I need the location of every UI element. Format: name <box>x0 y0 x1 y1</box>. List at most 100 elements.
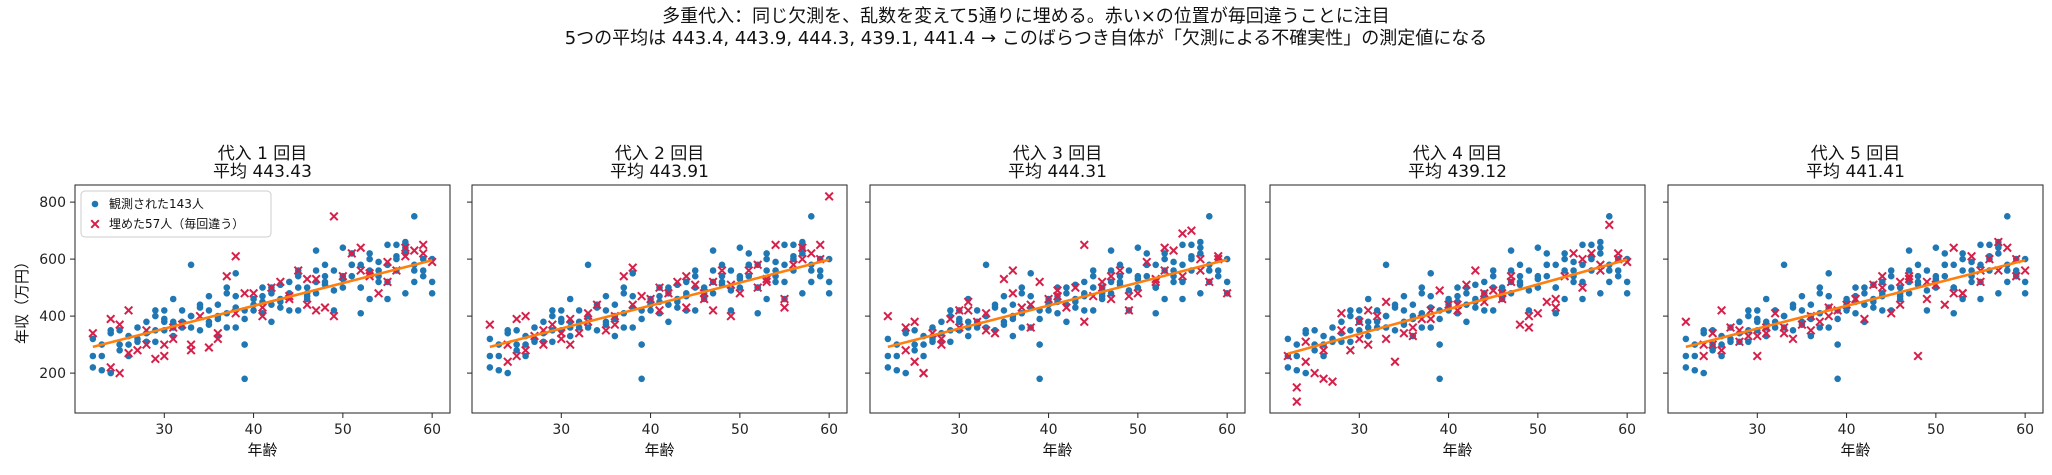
observed-point <box>736 272 744 280</box>
imputed-point <box>963 305 973 315</box>
imputed-point <box>1886 308 1896 318</box>
observed-point <box>1072 304 1079 311</box>
observed-point <box>116 341 123 348</box>
observed-point <box>1825 270 1833 277</box>
x-tick-label: 50 <box>334 422 352 438</box>
observed-point <box>727 287 735 294</box>
observed-point <box>196 301 204 309</box>
imputed-point <box>565 314 575 324</box>
observed-point <box>982 261 990 269</box>
observed-point <box>911 327 918 334</box>
observed-point <box>1098 295 1106 303</box>
imputed-point <box>159 340 169 350</box>
imputed-point <box>910 317 920 327</box>
imputed-point <box>735 288 745 298</box>
imputed-point <box>1177 228 1188 238</box>
imputed-point <box>1079 317 1089 327</box>
observed-point <box>691 267 699 274</box>
observed-point <box>964 318 972 326</box>
observed-point <box>1063 318 1070 326</box>
imputed-point <box>1904 271 1914 281</box>
observed-point <box>321 261 329 269</box>
observed-point <box>1516 272 1524 280</box>
observed-point <box>1302 369 1310 377</box>
observed-point <box>1293 366 1301 374</box>
imputed-point <box>1824 311 1834 321</box>
x-axis-label: 年齢 <box>1442 441 1472 459</box>
observed-point <box>1614 267 1622 274</box>
imputed-point <box>981 325 991 335</box>
imputed-point <box>637 291 647 301</box>
observed-point <box>513 327 520 334</box>
observed-point <box>134 335 141 343</box>
observed-point <box>557 315 565 323</box>
imputed-point <box>1186 226 1196 236</box>
observed-point <box>884 352 892 360</box>
observed-point <box>1373 318 1381 326</box>
observed-point <box>98 366 106 374</box>
observed-point <box>1391 327 1399 334</box>
fit-line <box>92 258 433 349</box>
imputed-point <box>654 305 665 315</box>
observed-point <box>1197 244 1204 251</box>
imputed-point <box>1913 351 1923 361</box>
imputed-point <box>1381 334 1391 344</box>
observed-point <box>366 295 373 303</box>
observed-point <box>602 307 610 314</box>
imputed-point <box>901 345 911 355</box>
observed-point <box>419 255 427 263</box>
observed-point <box>1116 278 1124 286</box>
observed-point <box>89 335 97 343</box>
observed-point <box>366 250 373 257</box>
imputed-point <box>901 322 911 333</box>
observed-point <box>807 213 815 220</box>
observed-point <box>1534 244 1542 251</box>
imputed-point <box>1310 368 1320 378</box>
observed-point <box>1311 327 1318 334</box>
imputed-point <box>538 340 548 350</box>
observed-point <box>772 278 779 286</box>
imputed-point <box>2020 265 2030 276</box>
observed-point <box>1000 292 1008 300</box>
observed-point <box>816 272 824 280</box>
observed-point <box>1418 290 1426 297</box>
imputed-point <box>222 271 232 281</box>
imputed-point <box>1743 331 1753 341</box>
observed-point <box>700 284 708 291</box>
imputed-point <box>919 368 929 378</box>
observed-point <box>1570 267 1577 274</box>
imputed-point <box>266 283 276 293</box>
imputed-point <box>1222 288 1232 298</box>
imputed-point <box>1372 311 1382 321</box>
observed-point <box>1338 318 1345 326</box>
figure-title-line2: 5つの平均は 443.4, 443.9, 444.3, 439.1, 441.4… <box>565 28 1488 49</box>
x-axis-label: 年齢 <box>644 441 674 459</box>
observed-point <box>1843 307 1850 314</box>
observed-point <box>1472 281 1479 289</box>
observed-point <box>1107 290 1115 297</box>
observed-point <box>116 347 123 354</box>
observed-point <box>1995 290 2002 297</box>
observed-point <box>584 261 592 269</box>
observed-point <box>549 338 556 346</box>
observed-point <box>428 290 436 297</box>
observed-point <box>1284 364 1292 371</box>
observed-point <box>205 318 213 326</box>
observed-point <box>1727 335 1734 343</box>
y-tick-label: 200 <box>39 366 66 382</box>
observed-point <box>1789 301 1797 309</box>
imputed-point <box>2002 243 2012 253</box>
observed-point <box>973 307 981 314</box>
imputed-point <box>521 345 531 355</box>
observed-point <box>1134 244 1142 251</box>
imputed-point <box>329 211 339 221</box>
observed-point <box>107 327 115 334</box>
observed-point <box>1197 290 1204 297</box>
observed-point <box>1561 267 1568 274</box>
panel-title: 代入 4 回目 <box>1413 144 1503 164</box>
imputed-point <box>1708 340 1718 350</box>
imputed-point <box>663 288 673 298</box>
observed-point <box>1320 332 1327 340</box>
observed-point <box>1745 307 1752 314</box>
